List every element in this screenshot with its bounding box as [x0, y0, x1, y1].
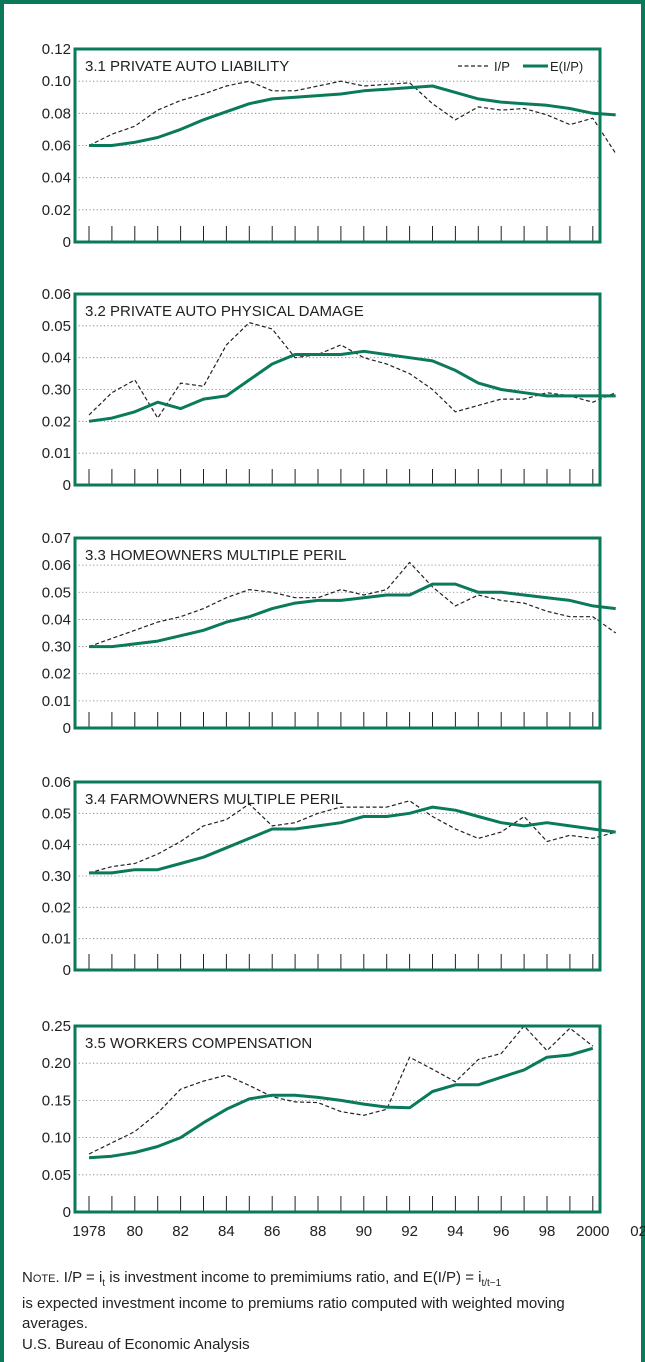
- y-tick-label: 0.10: [42, 1130, 71, 1147]
- y-tick-label: 0.08: [42, 105, 71, 122]
- y-tick-label: 0: [63, 1204, 71, 1221]
- note-sub-1: t: [102, 1278, 106, 1289]
- chart-title: 3.2 PRIVATE AUTO PHYSICAL DAMAGE: [85, 303, 364, 320]
- chart-panel-2: 0 0.01 0.02 0.30 0.04 0.05 0.06 3.2 PRIVATE AUT…: [42, 286, 616, 494]
- y-tick-label: 0.05: [42, 584, 71, 601]
- y-tick-label: 0.10: [42, 73, 71, 90]
- y-tick-label: 0.05: [42, 805, 71, 822]
- series-line-ip: [88, 800, 616, 874]
- y-tick-label: 0.05: [42, 318, 71, 335]
- chart-frame: [73, 536, 602, 730]
- footnote: Note. I/P = it is investment income to p…: [22, 1268, 622, 1334]
- x-tick-label: 92: [401, 1223, 418, 1240]
- series-line-eip: [88, 1046, 594, 1160]
- x-tick-label: 1978: [72, 1223, 105, 1240]
- x-tick-label: 80: [126, 1223, 143, 1240]
- x-tick-label: 86: [264, 1223, 281, 1240]
- y-tick-label: 0: [63, 962, 71, 979]
- y-tick-label: 0.30: [42, 382, 71, 399]
- y-tick-label: 0.06: [42, 138, 71, 155]
- x-tick-label: 84: [218, 1223, 235, 1240]
- chart-title: 3.4 FARMOWNERS MULTIPLE PERIL: [85, 791, 343, 808]
- series-line-ip: [88, 322, 616, 419]
- chart-title: 3.1 PRIVATE AUTO LIABILITY: [85, 58, 289, 75]
- y-tick-label: 0.02: [42, 202, 71, 219]
- y-tick-label: 0.04: [42, 611, 71, 628]
- y-tick-label: 0.20: [42, 1055, 71, 1072]
- y-tick-label: 0: [63, 234, 71, 251]
- chart-frame: [73, 780, 602, 972]
- x-tick-label: 98: [539, 1223, 556, 1240]
- y-tick-label: 0.25: [42, 1018, 71, 1035]
- y-tick-label: 0.06: [42, 774, 71, 791]
- series-line-eip: [89, 805, 616, 875]
- chart-panel-3: 0 0.01 0.02 0.30 0.04 0.05 0.06 0.07 3.3 HOMEOWN…: [42, 530, 617, 737]
- note-text-2: is investment income to premimiums ratio…: [105, 1269, 482, 1286]
- series-line-eip: [89, 582, 616, 649]
- chart-frame: [73, 1024, 602, 1214]
- chart-frame: [73, 47, 602, 244]
- chart-title: 3.5 WORKERS COMPENSATION: [85, 1035, 312, 1052]
- y-tick-label: 0.06: [42, 557, 71, 574]
- y-tick-label: 0.07: [42, 530, 71, 547]
- x-tick-label: 94: [447, 1223, 464, 1240]
- x-tick-label: 82: [172, 1223, 189, 1240]
- series-line-ip: [88, 1025, 594, 1155]
- series-line-eip: [89, 84, 616, 147]
- x-tick-label: 02: [630, 1223, 645, 1240]
- x-tick-label: 2000: [576, 1223, 609, 1240]
- legend-label-ip: I/P: [494, 59, 510, 74]
- chart-panel-1: 0 0.02 0.04 0.06 0.08 0.10 0.12 3.1 PRIVATE AUT…: [42, 41, 617, 251]
- chart-panel-4: 0 0.01 0.02 0.30 0.04 0.05 0.06 3.4 FARMOWNERS …: [42, 774, 616, 979]
- y-tick-label: 0: [63, 477, 71, 494]
- y-tick-label: 0.01: [42, 931, 71, 948]
- y-tick-label: 0.02: [42, 413, 71, 430]
- series-line-ip: [88, 561, 617, 648]
- y-tick-label: 0.02: [42, 666, 71, 683]
- x-tick-label: 96: [493, 1223, 510, 1240]
- source-credit: U.S. Bureau of Economic Analysis: [22, 1336, 250, 1353]
- note-prefix: Note.: [22, 1269, 60, 1286]
- legend-label-eip: E(I/P): [550, 59, 583, 74]
- y-tick-label: 0.15: [42, 1092, 71, 1109]
- y-tick-label: 0.02: [42, 899, 71, 916]
- y-tick-label: 0.04: [42, 170, 71, 187]
- series-line-ip: [88, 80, 617, 154]
- note-text-3: is expected investment income to premium…: [22, 1295, 565, 1332]
- y-tick-label: 0.04: [42, 350, 71, 367]
- y-tick-label: 0.06: [42, 286, 71, 303]
- y-tick-label: 0.01: [42, 445, 71, 462]
- chart-frame: [73, 292, 602, 487]
- chart-panel-5: 0 0.05 0.10 0.15 0.20 0.25 3.5 WORKERS COMPENS…: [42, 1018, 602, 1221]
- y-tick-label: 0.04: [42, 837, 71, 854]
- chart-title: 3.3 HOMEOWNERS MULTIPLE PERIL: [85, 547, 346, 564]
- y-tick-label: 0.01: [42, 693, 71, 710]
- y-tick-label: 0.30: [42, 639, 71, 656]
- y-tick-label: 0.12: [42, 41, 71, 58]
- x-tick-label: 88: [310, 1223, 327, 1240]
- series-line-eip: [88, 349, 616, 423]
- y-tick-label: 0: [63, 720, 71, 737]
- y-tick-label: 0.30: [42, 868, 71, 885]
- note-sub-2: t/t−1: [481, 1278, 502, 1289]
- charts-canvas: 0 0.02 0.04 0.06 0.08 0.10 0.12 3.1 PRIVATE AUT…: [42, 41, 645, 1240]
- y-tick-label: 0.05: [42, 1167, 71, 1184]
- x-tick-label: 90: [355, 1223, 372, 1240]
- note-text-1: I/P = i: [59, 1269, 103, 1286]
